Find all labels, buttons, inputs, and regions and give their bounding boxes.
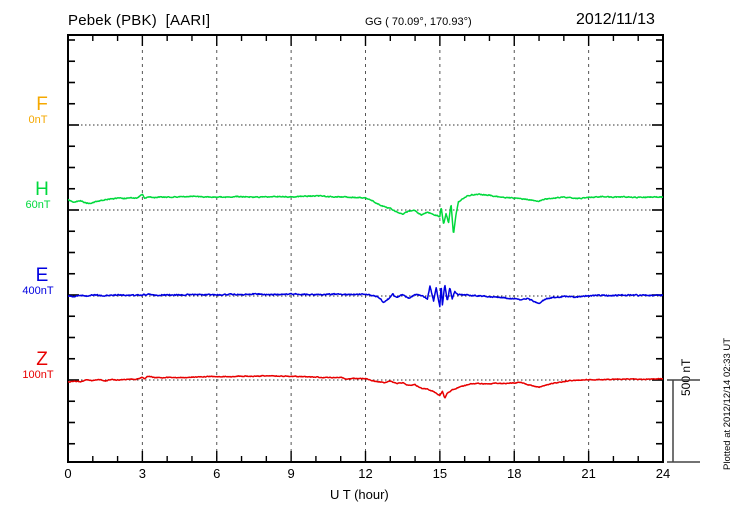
station-title: Pebek (PBK) [AARI] (68, 12, 211, 29)
component-baseline-f: 0nT (28, 114, 48, 126)
data-traces (68, 193, 663, 399)
component-baseline-h: 60nT (25, 199, 51, 211)
x-tick-label-24: 24 (655, 466, 671, 481)
x-tick-label-6: 6 (213, 466, 221, 481)
component-letter-f: F (36, 94, 48, 115)
x-tick-label-3: 3 (138, 466, 146, 481)
x-tick-label-12: 12 (358, 466, 373, 481)
component-letter-h: H (35, 179, 49, 200)
component-baselines (69, 124, 662, 381)
observation-date: 2012/11/13 (576, 11, 655, 28)
x-tick-label-15: 15 (432, 466, 448, 481)
x-axis-title: U T (hour) (330, 487, 389, 502)
x-tick-label-9: 9 (287, 466, 295, 481)
x-tick-label-18: 18 (507, 466, 522, 481)
x-tick-label-21: 21 (581, 466, 596, 481)
scale-bar (667, 379, 700, 463)
vertical-gridlines (141, 36, 590, 461)
component-letter-z: Z (36, 349, 48, 370)
component-letter-e: E (35, 265, 49, 286)
component-baseline-e: 400nT (22, 285, 54, 297)
component-baseline-z: 100nT (22, 369, 54, 381)
x-tick-label-0: 0 (64, 466, 72, 481)
x-axis-ticks (67, 35, 664, 462)
geographic-coordinates: GG ( 70.09°, 170.93°) (365, 16, 472, 28)
